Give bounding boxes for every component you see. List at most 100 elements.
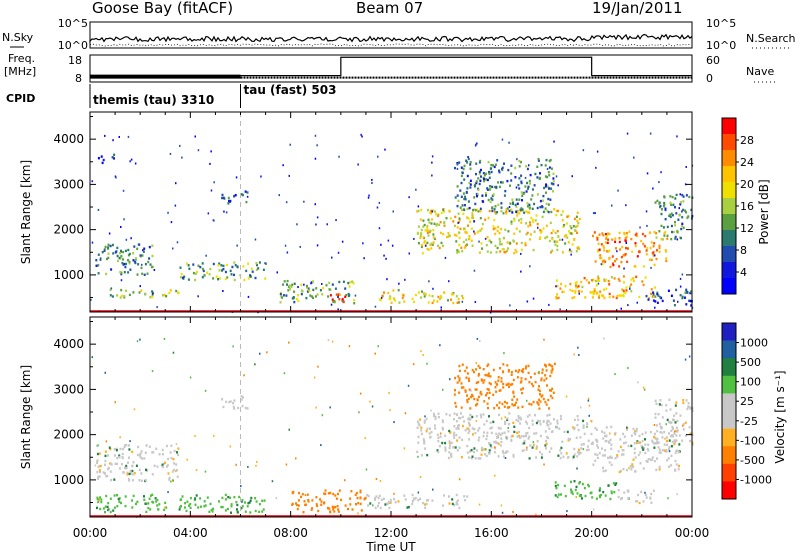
- velocity-cell: [477, 439, 480, 442]
- velocity-cell: [418, 424, 421, 427]
- velocity-cell: [417, 422, 420, 425]
- power-cell: [132, 259, 135, 262]
- velocity-cell: [109, 462, 111, 465]
- velocity-cell: [105, 494, 108, 498]
- velocity-cell: [519, 422, 522, 425]
- power-cell: [500, 202, 503, 205]
- power-cell: [515, 186, 518, 189]
- velocity-cell: [476, 449, 479, 452]
- power-cell: [465, 231, 468, 234]
- power-cell: [486, 178, 489, 182]
- velocity-cell: [394, 501, 397, 504]
- power-cell: [183, 275, 186, 278]
- velocity-cell: [455, 420, 458, 423]
- velocity-cell: [457, 427, 460, 430]
- power-cell: [489, 251, 492, 254]
- power-cell: [518, 198, 521, 201]
- power-cell: [592, 212, 595, 215]
- power-cell: [583, 276, 586, 280]
- velocity-cell: [538, 385, 540, 388]
- velocity-cell: [531, 423, 534, 426]
- velocity-cell: [540, 456, 543, 459]
- velocity-cell: [357, 502, 360, 505]
- power-cell: [427, 234, 430, 237]
- power-cell: [401, 296, 404, 300]
- velocity-cell: [541, 371, 544, 374]
- velocity-cell: [682, 423, 685, 426]
- power-cell: [660, 212, 663, 216]
- velocity-cell: [673, 432, 676, 435]
- power-cell: [660, 171, 662, 174]
- power-cell: [531, 218, 534, 222]
- power-cell: [533, 202, 536, 206]
- velocity-cell: [627, 496, 630, 500]
- power-cell: [417, 225, 420, 228]
- velocity-cell: [307, 500, 310, 503]
- power-cell: [685, 288, 688, 291]
- velocity-cell: [502, 382, 505, 386]
- power-cell: [383, 254, 385, 257]
- power-cell: [576, 286, 579, 289]
- velocity-cell: [417, 499, 420, 502]
- velocity-cell: [665, 409, 668, 412]
- velocity-cell: [600, 493, 602, 497]
- velocity-cell: [684, 421, 687, 424]
- power-cell: [390, 301, 393, 304]
- velocity-cell: [132, 473, 135, 476]
- velocity-cell: [466, 394, 468, 397]
- velocity-cell: [691, 443, 694, 446]
- velocity-cell: [678, 434, 681, 437]
- power-cell: [175, 182, 177, 185]
- velocity-cell: [333, 510, 336, 513]
- power-cell: [559, 308, 561, 311]
- power-cell: [553, 208, 556, 211]
- power-cell: [510, 172, 513, 175]
- power-cell: [329, 294, 332, 297]
- power-cell: [557, 209, 559, 213]
- power-cell: [292, 296, 295, 299]
- velocity-cell: [538, 389, 541, 393]
- velocity-cell: [301, 493, 304, 496]
- power-cell: [462, 192, 465, 195]
- velocity-cell: [549, 422, 552, 425]
- velocity-cell: [247, 465, 249, 468]
- velocity-cell: [676, 493, 678, 496]
- power-cell: [674, 197, 677, 200]
- velocity-cell: [213, 434, 215, 437]
- velocity-cell: [458, 379, 461, 382]
- freq-trace: [90, 56, 692, 79]
- power-cell: [535, 214, 538, 217]
- velocity-cell: [98, 469, 101, 472]
- power-cell: [201, 262, 204, 265]
- velocity-cell: [579, 494, 582, 498]
- power-colorbar-swatch: [722, 166, 736, 183]
- power-cell: [303, 200, 305, 203]
- power-cell: [511, 211, 514, 214]
- velocity-cell: [682, 401, 685, 405]
- velocity-cell: [622, 449, 625, 452]
- power-cell: [417, 205, 420, 208]
- power-cell: [536, 176, 539, 179]
- power-cell: [516, 158, 518, 161]
- velocity-cell: [629, 465, 632, 468]
- power-cell: [551, 249, 554, 252]
- power-cell: [623, 291, 625, 294]
- power-cell: [432, 241, 435, 244]
- velocity-cell: [645, 496, 648, 499]
- power-cell: [549, 198, 552, 201]
- velocity-cell: [230, 503, 233, 506]
- velocity-cell: [643, 388, 646, 391]
- velocity-colorbar-swatch: [722, 463, 736, 482]
- power-cell: [419, 236, 422, 240]
- velocity-cell: [495, 441, 498, 444]
- power-cell: [618, 240, 621, 244]
- velocity-cell: [372, 504, 374, 507]
- power-colorbar-swatch: [722, 262, 736, 279]
- velocity-cell: [674, 421, 677, 424]
- velocity-cell: [518, 369, 521, 372]
- velocity-cell: [467, 397, 470, 401]
- velocity-cell: [531, 446, 534, 449]
- power-cell: [685, 166, 687, 168]
- power-x-ticks: [89, 112, 693, 312]
- velocity-cell: [328, 507, 331, 510]
